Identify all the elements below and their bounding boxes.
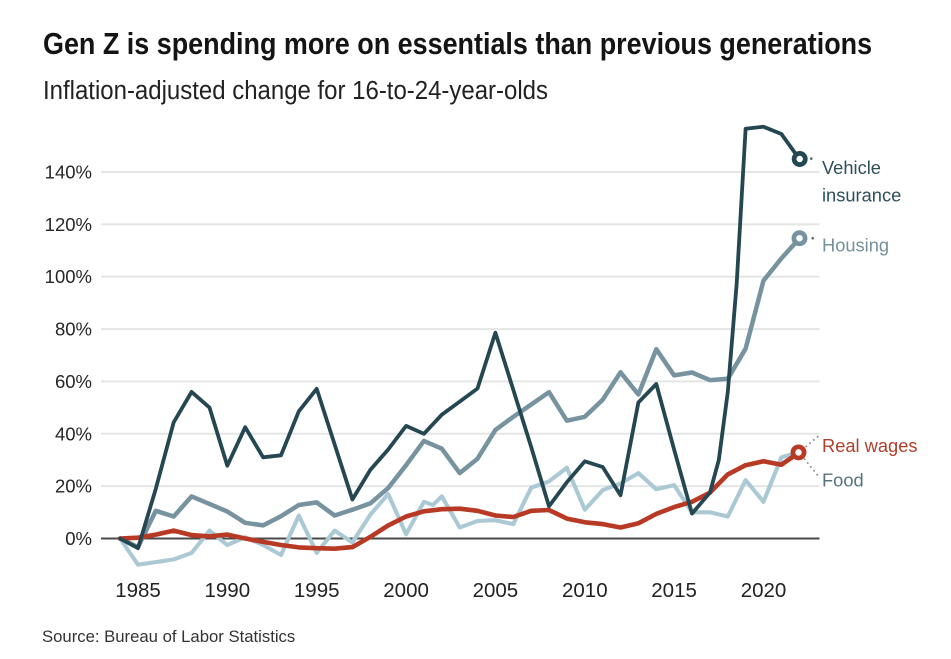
svg-text:140%: 140% bbox=[45, 162, 92, 183]
svg-text:40%: 40% bbox=[55, 423, 92, 444]
svg-text:1985: 1985 bbox=[115, 579, 161, 602]
svg-text:2010: 2010 bbox=[562, 579, 608, 602]
svg-text:Housing: Housing bbox=[822, 235, 889, 256]
svg-text:1990: 1990 bbox=[204, 579, 250, 602]
svg-text:2005: 2005 bbox=[473, 579, 519, 602]
svg-text:Vehicle: Vehicle bbox=[822, 157, 881, 178]
svg-text:2015: 2015 bbox=[651, 579, 697, 602]
svg-text:2000: 2000 bbox=[383, 579, 429, 602]
svg-text:80%: 80% bbox=[55, 319, 92, 340]
svg-text:Real wages: Real wages bbox=[822, 435, 918, 456]
svg-text:60%: 60% bbox=[55, 371, 92, 392]
svg-text:2020: 2020 bbox=[741, 579, 787, 602]
svg-text:insurance: insurance bbox=[822, 185, 901, 206]
svg-text:120%: 120% bbox=[45, 214, 92, 235]
svg-text:0%: 0% bbox=[65, 528, 92, 549]
svg-text:20%: 20% bbox=[55, 476, 92, 497]
svg-text:Food: Food bbox=[822, 470, 864, 491]
svg-text:100%: 100% bbox=[45, 266, 92, 287]
svg-text:1995: 1995 bbox=[294, 579, 340, 602]
